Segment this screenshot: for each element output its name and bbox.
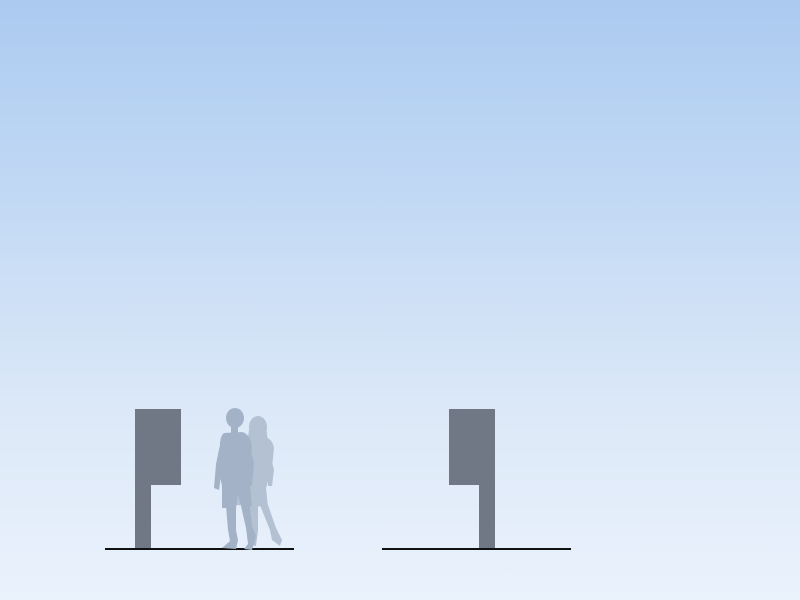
left-sign-post bbox=[135, 484, 151, 549]
right-sign-post bbox=[479, 484, 495, 549]
man-silhouette bbox=[214, 408, 256, 550]
right-sign-group bbox=[382, 409, 571, 550]
left-sign-panel bbox=[135, 409, 181, 485]
right-sign-panel bbox=[449, 409, 495, 485]
left-sign-group bbox=[105, 409, 294, 550]
walking-couple bbox=[214, 408, 282, 550]
